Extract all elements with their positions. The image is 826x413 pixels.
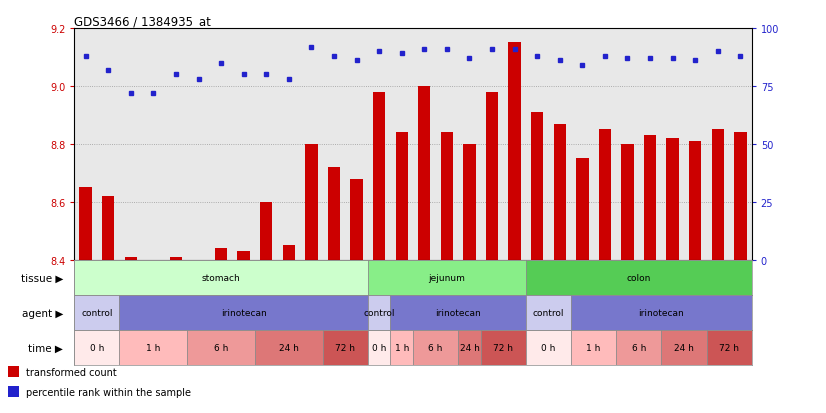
Text: transformed count: transformed count <box>26 367 117 377</box>
Bar <box>350 179 363 260</box>
Bar <box>368 260 526 295</box>
Bar <box>526 295 571 330</box>
Bar <box>396 133 408 260</box>
Text: agent ▶: agent ▶ <box>21 308 63 318</box>
Bar <box>305 145 318 260</box>
Text: control: control <box>533 309 564 317</box>
Bar <box>120 330 188 366</box>
Text: irinotecan: irinotecan <box>638 309 684 317</box>
Bar <box>553 124 566 260</box>
Text: 1 h: 1 h <box>395 344 409 352</box>
Bar <box>74 330 120 366</box>
Text: 1 h: 1 h <box>586 344 601 352</box>
Bar <box>391 330 413 366</box>
Bar <box>643 136 657 260</box>
Bar <box>74 260 368 295</box>
Text: 1 h: 1 h <box>146 344 160 352</box>
Text: GDS3466 / 1384935_at: GDS3466 / 1384935_at <box>74 15 211 28</box>
Bar <box>662 330 706 366</box>
Bar <box>7 366 19 377</box>
Bar <box>125 257 137 260</box>
Bar <box>526 260 752 295</box>
Bar <box>237 252 250 260</box>
Bar <box>79 188 92 260</box>
Bar <box>667 139 679 260</box>
Bar <box>531 113 544 260</box>
Text: 6 h: 6 h <box>214 344 228 352</box>
Text: 24 h: 24 h <box>459 344 479 352</box>
Bar <box>323 330 368 366</box>
Bar <box>413 330 458 366</box>
Text: control: control <box>81 309 112 317</box>
Bar <box>526 330 571 366</box>
Text: 72 h: 72 h <box>335 344 355 352</box>
Text: time ▶: time ▶ <box>28 343 63 353</box>
Bar <box>328 168 340 260</box>
Bar <box>734 133 747 260</box>
Bar <box>373 93 386 260</box>
Bar <box>571 330 616 366</box>
Text: percentile rank within the sample: percentile rank within the sample <box>26 387 192 397</box>
Bar <box>368 330 391 366</box>
Bar <box>368 295 391 330</box>
Bar <box>440 133 453 260</box>
Bar <box>102 197 115 260</box>
Bar <box>481 330 526 366</box>
Bar <box>7 386 19 397</box>
Text: 6 h: 6 h <box>429 344 443 352</box>
Bar <box>571 295 752 330</box>
Text: irinotecan: irinotecan <box>221 309 267 317</box>
Text: 0 h: 0 h <box>541 344 556 352</box>
Text: 0 h: 0 h <box>90 344 104 352</box>
Text: colon: colon <box>627 273 651 282</box>
Text: 72 h: 72 h <box>719 344 739 352</box>
Text: irinotecan: irinotecan <box>435 309 481 317</box>
Bar <box>463 145 476 260</box>
Text: 72 h: 72 h <box>493 344 513 352</box>
Bar <box>458 330 481 366</box>
Text: stomach: stomach <box>202 273 240 282</box>
Bar <box>418 87 430 260</box>
Bar <box>74 295 120 330</box>
Text: 0 h: 0 h <box>372 344 387 352</box>
Bar <box>260 202 273 260</box>
Bar <box>169 257 183 260</box>
Bar <box>486 93 498 260</box>
Text: control: control <box>363 309 395 317</box>
Text: 6 h: 6 h <box>632 344 646 352</box>
Bar <box>188 330 255 366</box>
Bar <box>282 246 295 260</box>
Text: jejunum: jejunum <box>429 273 465 282</box>
Bar <box>621 145 634 260</box>
Bar <box>255 330 323 366</box>
Text: 24 h: 24 h <box>279 344 299 352</box>
Bar <box>711 130 724 260</box>
Bar <box>508 43 521 260</box>
Bar <box>706 330 752 366</box>
Bar <box>599 130 611 260</box>
Bar <box>120 295 368 330</box>
Bar <box>616 330 662 366</box>
Bar <box>215 249 227 260</box>
Bar <box>391 295 526 330</box>
Bar <box>576 159 589 260</box>
Text: 24 h: 24 h <box>674 344 694 352</box>
Bar <box>689 142 701 260</box>
Text: tissue ▶: tissue ▶ <box>21 273 63 283</box>
